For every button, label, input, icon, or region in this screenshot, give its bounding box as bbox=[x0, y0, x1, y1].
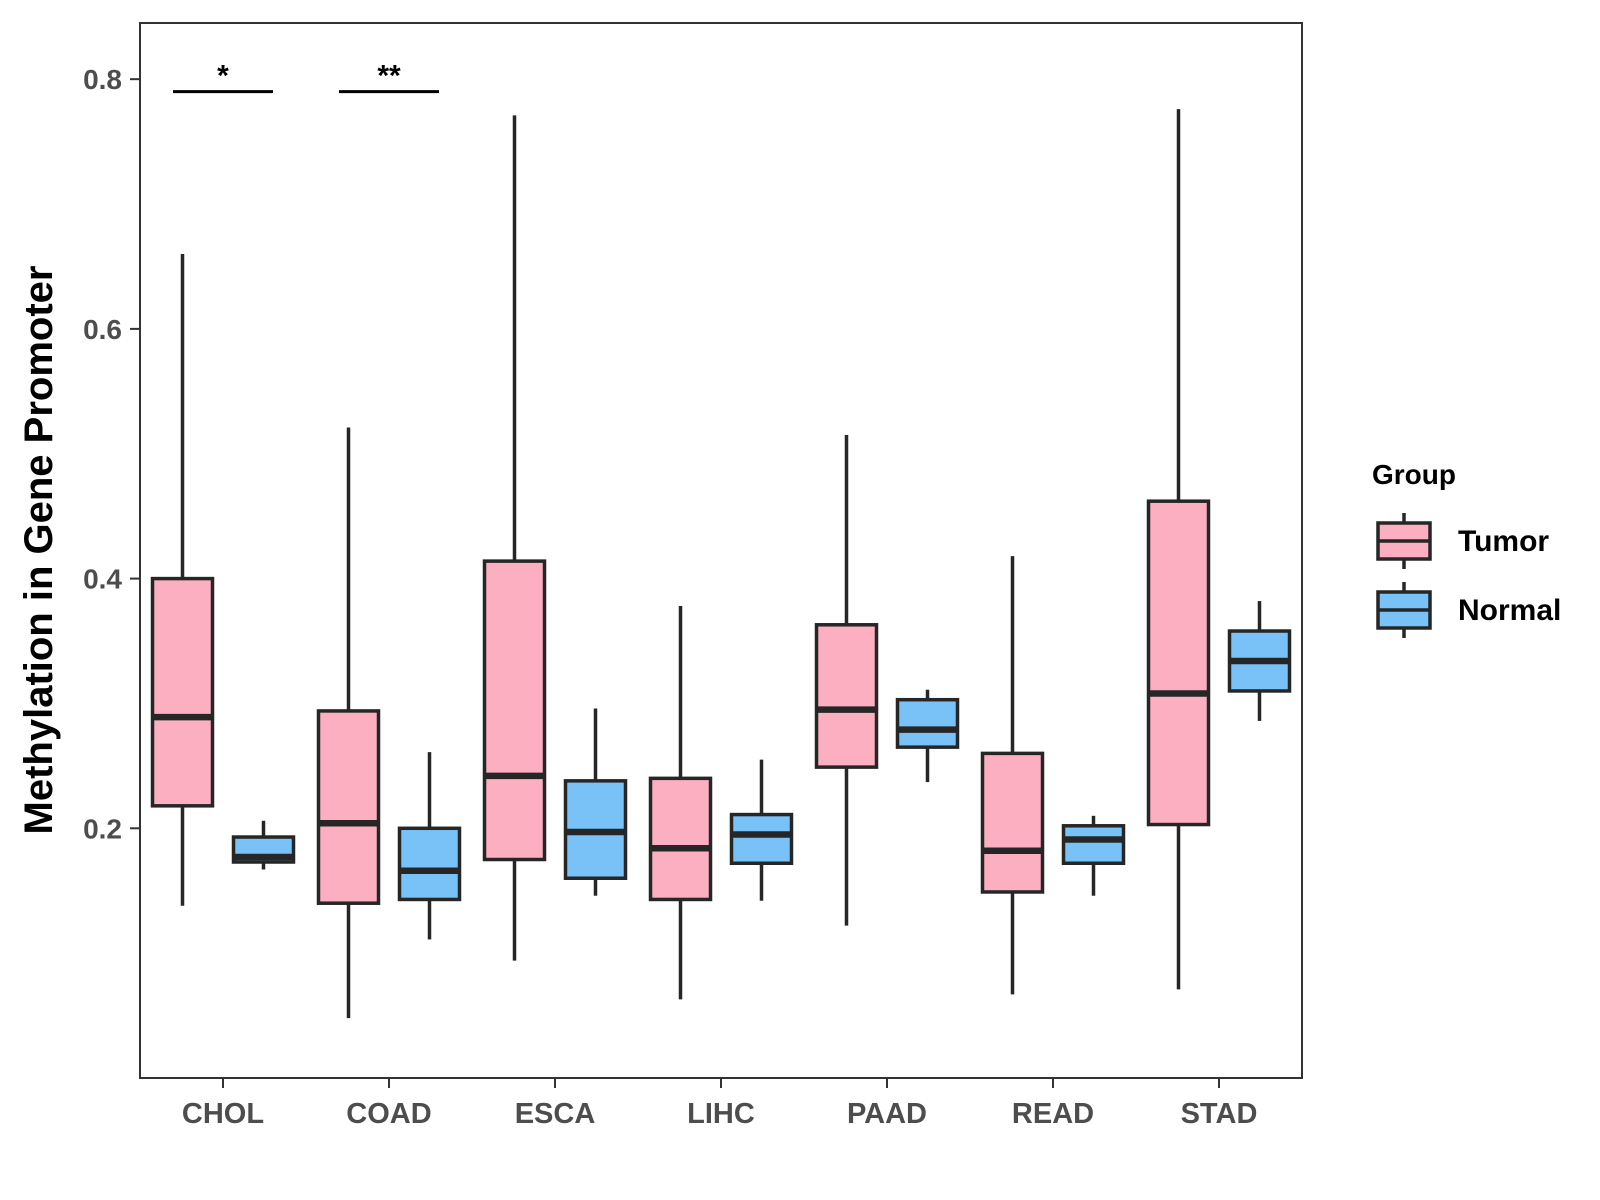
normal-box-esca bbox=[563, 708, 628, 896]
tumor-box-lihc bbox=[648, 606, 713, 1000]
interquartile-box bbox=[814, 623, 879, 769]
interquartile-box bbox=[1061, 824, 1126, 866]
legend-item-normal: Normal bbox=[1376, 582, 1561, 638]
tumor-box-stad bbox=[1146, 109, 1211, 990]
y-axis-title: Methylation in Gene Promoter bbox=[17, 266, 61, 835]
interquartile-box bbox=[729, 812, 794, 866]
normal-box-paad bbox=[895, 689, 960, 783]
x-tick-label-paad: PAAD bbox=[847, 1098, 927, 1130]
tumor-box-paad bbox=[814, 435, 879, 926]
axes: 0.2 0.4 0.6 0.8 CHOL COAD ESCA LIHC PAAD READ STAD bbox=[83, 64, 1257, 1130]
tumor-box-chol bbox=[150, 253, 215, 906]
interquartile-box bbox=[1146, 499, 1211, 827]
interquartile-box bbox=[648, 776, 713, 902]
tumor-box-esca bbox=[482, 115, 547, 961]
normal-box-stad bbox=[1227, 601, 1292, 721]
x-tick-label-stad: STAD bbox=[1181, 1098, 1258, 1130]
interquartile-box bbox=[980, 751, 1045, 894]
normal-box-coad bbox=[397, 752, 462, 940]
y-tick-label: 0.4 bbox=[83, 564, 122, 595]
y-tick-label: 0.8 bbox=[83, 64, 122, 95]
tumor-box-coad bbox=[316, 427, 381, 1019]
interquartile-box bbox=[397, 826, 462, 902]
x-tick-label-chol: CHOL bbox=[182, 1098, 264, 1130]
y-tick-label: 0.6 bbox=[83, 314, 122, 345]
legend-item-tumor: Tumor bbox=[1376, 513, 1549, 569]
tumor-box-read bbox=[980, 556, 1045, 995]
legend: Group Tumor Normal bbox=[1372, 459, 1561, 638]
x-tick-label-read: READ bbox=[1012, 1098, 1094, 1130]
legend-label-normal: Normal bbox=[1458, 594, 1561, 627]
significance-marker-coad: ** bbox=[377, 60, 401, 93]
y-tick-label: 0.2 bbox=[83, 813, 122, 844]
x-tick-label-lihc: LIHC bbox=[687, 1098, 755, 1130]
significance-marker-chol: * bbox=[217, 60, 229, 93]
legend-label-tumor: Tumor bbox=[1458, 525, 1549, 558]
x-tick-label-coad: COAD bbox=[346, 1098, 431, 1130]
normal-box-lihc bbox=[729, 759, 794, 901]
plot-area: * ** bbox=[150, 60, 1292, 1019]
legend-title: Group bbox=[1372, 459, 1456, 490]
x-tick-label-esca: ESCA bbox=[515, 1098, 596, 1130]
interquartile-box bbox=[482, 559, 547, 862]
interquartile-box bbox=[316, 709, 381, 905]
interquartile-box bbox=[895, 697, 960, 749]
interquartile-box bbox=[150, 576, 215, 808]
normal-box-read bbox=[1061, 815, 1126, 896]
normal-box-chol bbox=[231, 820, 296, 870]
